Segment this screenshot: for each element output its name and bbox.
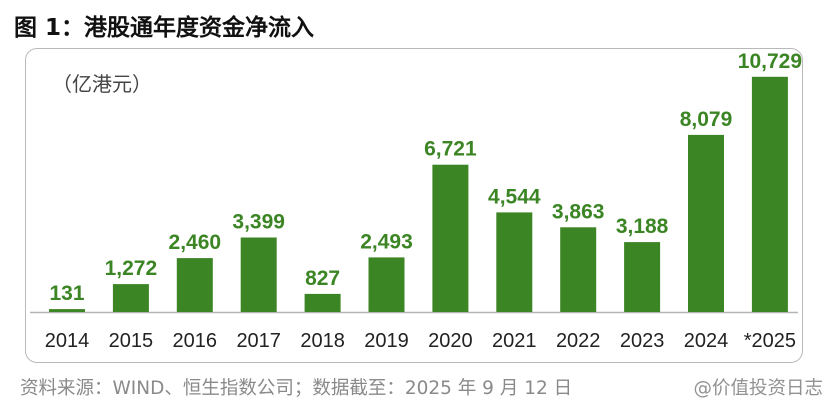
bar-2022 <box>560 227 597 312</box>
tick-label-2018: 2018 <box>300 330 345 352</box>
watermark: @价值投资日志 <box>693 378 823 399</box>
value-label-*2025: 10,729 <box>738 50 802 73</box>
value-labels-group: 131 1,272 2,460 3,399 827 2,493 6,721 4,544 3,86… <box>49 50 802 305</box>
value-label-2018: 827 <box>305 267 340 290</box>
bar-2019 <box>368 257 405 312</box>
bar-2016 <box>176 258 213 312</box>
value-label-2021: 4,544 <box>488 185 541 208</box>
value-label-2020: 6,721 <box>424 138 477 161</box>
unit-label: （亿港元） <box>52 72 152 96</box>
value-label-2016: 2,460 <box>169 231 222 254</box>
source-note: 资料来源：WIND、恒生指数公司；数据截至：2025 年 9 月 12 日 <box>20 378 573 399</box>
tick-label-2022: 2022 <box>556 330 601 352</box>
bar-2023 <box>624 242 661 312</box>
tick-label-2014: 2014 <box>45 330 90 352</box>
value-label-2019: 2,493 <box>360 230 413 253</box>
tick-label-2019: 2019 <box>364 330 409 352</box>
bars-group <box>49 76 788 312</box>
bar-2015 <box>112 284 149 312</box>
value-label-2015: 1,272 <box>105 257 158 280</box>
value-label-2022: 3,863 <box>552 200 605 223</box>
tick-label-2015: 2015 <box>109 330 154 352</box>
tick-label-2021: 2021 <box>492 330 537 352</box>
bar-2024 <box>688 134 724 312</box>
bar-2014 <box>49 309 85 312</box>
bar-2017 <box>240 237 277 312</box>
tick-label-2017: 2017 <box>236 330 281 352</box>
chart-frame <box>25 48 803 363</box>
tick-label-2020: 2020 <box>428 330 473 352</box>
page-title: 图 1：港股通年度资金净流入 <box>14 15 315 41</box>
value-label-2023: 3,188 <box>616 215 669 238</box>
bar-2018 <box>304 293 341 312</box>
tick-label-2024: 2024 <box>684 330 729 352</box>
tick-label-2023: 2023 <box>620 330 665 352</box>
value-label-2014: 131 <box>49 282 84 305</box>
value-label-2024: 8,079 <box>680 108 733 131</box>
value-label-2017: 3,399 <box>232 211 285 234</box>
bar-2021 <box>496 212 533 312</box>
tick-label-*2025: *2025 <box>744 330 796 352</box>
bar-*2025 <box>751 76 788 312</box>
tick-label-2016: 2016 <box>173 330 218 352</box>
bar-2020 <box>432 164 469 312</box>
tick-labels-group: 2014 2015 2016 2017 2018 2019 2020 2021 2022 2023… <box>45 330 796 352</box>
